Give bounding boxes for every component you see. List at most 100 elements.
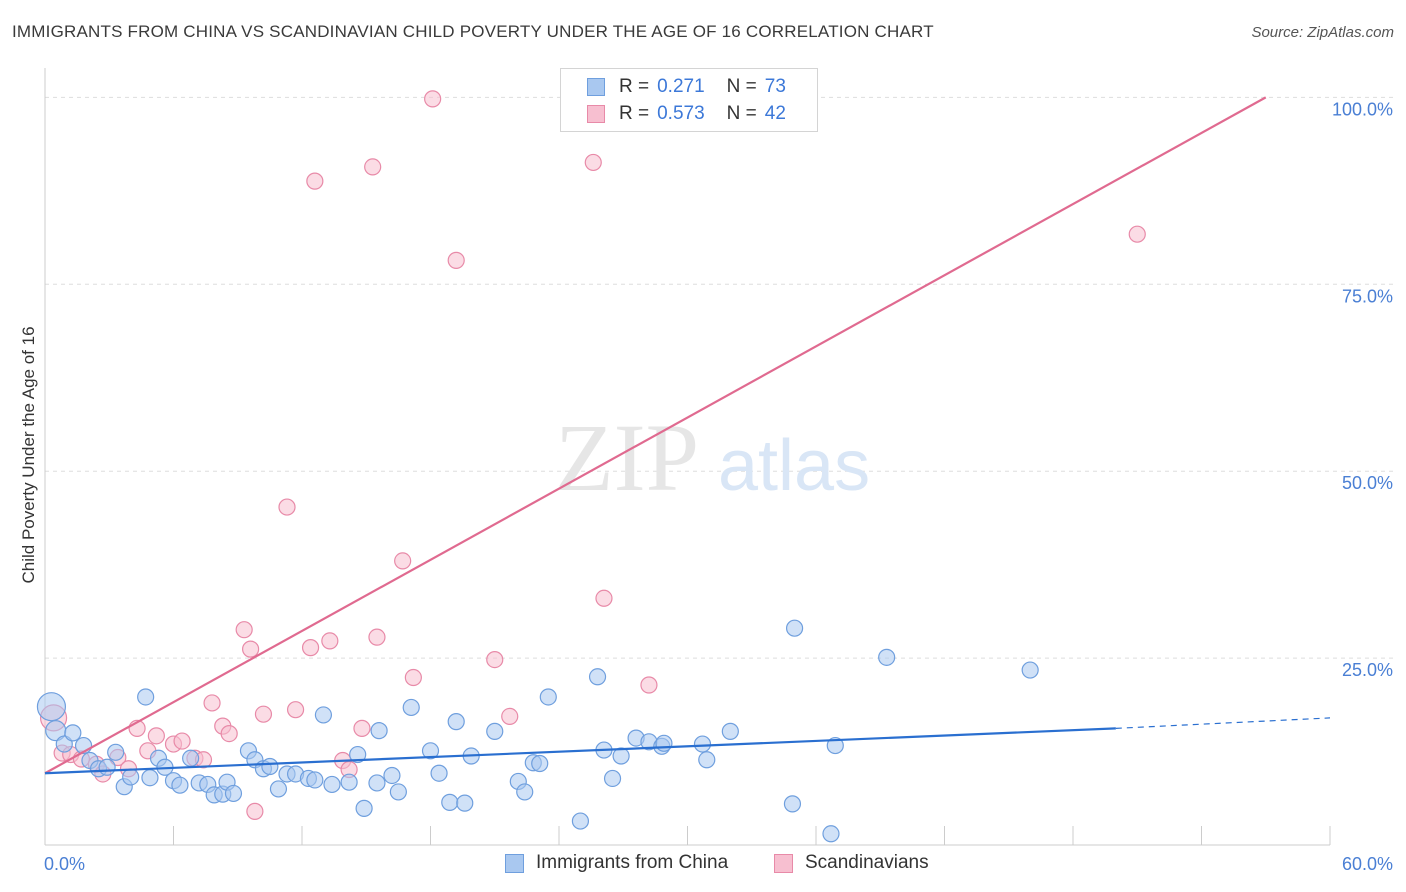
china-trend-line — [44, 727, 1116, 775]
china-point — [141, 769, 159, 787]
china-point — [785, 619, 804, 637]
scandinavian-point — [368, 628, 386, 646]
legend-swatch-scandinavians — [587, 105, 605, 123]
china-point — [171, 776, 189, 794]
y-tick-label: 75.0% — [1342, 286, 1393, 306]
legend-r-value-china: 0.271 — [657, 76, 705, 97]
china-point — [721, 722, 739, 740]
china-point — [1021, 661, 1039, 679]
china-point — [783, 795, 802, 813]
china-point — [612, 747, 630, 765]
china-point — [588, 668, 607, 686]
china-point — [355, 799, 373, 817]
chart-source: Source: ZipAtlas.com — [1251, 24, 1394, 41]
scandinavian-point — [486, 650, 504, 669]
bottom-legend-scandinavians: Scandinavians — [774, 852, 929, 874]
china-point — [137, 688, 155, 706]
china-trend-extension — [1115, 717, 1331, 729]
china-point — [122, 768, 140, 786]
scandinavian-point — [404, 668, 422, 687]
china-point — [306, 771, 324, 789]
scandinavian-point — [584, 153, 602, 172]
china-point — [383, 766, 401, 785]
x-tick-label-min: 0.0% — [44, 854, 85, 874]
trend-lines — [44, 96, 1331, 775]
scandinavian-point — [353, 719, 371, 737]
china-point — [516, 783, 534, 801]
legend-n-label: N = — [726, 103, 757, 124]
china-point — [261, 757, 279, 776]
legend-swatch-china — [587, 78, 605, 96]
china-point — [98, 758, 116, 776]
scandinavian-point — [364, 158, 382, 176]
scandinavian-point — [321, 632, 339, 650]
data-points — [36, 90, 1146, 843]
bottom-legend-swatch-scandinavians — [774, 853, 793, 873]
bottom-legend-china: Immigrants from China — [505, 852, 728, 874]
china-point — [402, 698, 420, 717]
scandinavian-point — [306, 172, 324, 190]
scandinavian-point — [254, 705, 273, 723]
china-point — [531, 754, 549, 773]
legend-r-value-scandinavians: 0.573 — [657, 103, 705, 124]
scandinavian-point — [501, 707, 519, 726]
chart-title: IMMIGRANTS FROM CHINA VS SCANDINAVIAN CH… — [12, 22, 934, 41]
legend-r-label: R = — [619, 103, 650, 124]
china-point — [486, 722, 504, 740]
china-point — [693, 735, 712, 753]
scandinavian-point — [246, 802, 264, 820]
china-point — [389, 783, 407, 801]
china-point — [878, 648, 896, 666]
china-point — [539, 688, 557, 706]
china-point — [314, 706, 333, 724]
legend-n-label: N = — [726, 76, 757, 97]
y-tick-label: 100.0% — [1332, 99, 1393, 119]
y-tick-label: 25.0% — [1342, 660, 1393, 680]
bottom-legend-label-china: Immigrants from China — [536, 852, 729, 873]
legend-n-value-china: 73 — [764, 76, 786, 97]
scandinavian-point — [394, 552, 412, 570]
china-point — [64, 724, 82, 742]
china-point — [430, 764, 448, 782]
china-point — [822, 825, 840, 843]
china-point — [368, 774, 386, 792]
china-point — [340, 773, 358, 791]
china-point — [603, 769, 622, 788]
scandinavian-point — [424, 90, 442, 108]
china-point — [655, 734, 673, 752]
scandinavian-point — [301, 639, 320, 657]
scandinavian-point — [1128, 225, 1146, 243]
scandinavian-point — [640, 676, 658, 694]
y-tick-label: 50.0% — [1342, 473, 1393, 493]
watermark-zip: ZIP — [555, 404, 699, 511]
china-point — [349, 745, 367, 764]
china-point — [323, 775, 341, 794]
grid-lines — [45, 96, 1395, 659]
legend-row-china: R = 0.271 N = 73 — [587, 75, 786, 99]
scandinavian-point — [173, 732, 191, 750]
scandinavian-point — [278, 498, 296, 516]
scandinavian-point — [203, 694, 221, 712]
scandinavian-point — [242, 640, 260, 658]
china-point — [36, 692, 67, 722]
scandinavian-point — [220, 725, 238, 743]
scandinavian-point — [595, 589, 613, 607]
scandinavian-point — [235, 621, 253, 639]
legend-row-scandinavians: R = 0.573 N = 42 — [587, 102, 786, 126]
scandinavian-point — [286, 701, 305, 719]
china-point — [107, 743, 125, 761]
y-tick-labels: 25.0% 50.0% 75.0% 100.0% — [1332, 99, 1393, 680]
bottom-legend-swatch-china — [505, 853, 524, 873]
scandinavian-trend-line — [44, 96, 1267, 775]
scandinavian-point — [447, 251, 465, 269]
china-point — [826, 736, 844, 755]
china-point — [456, 794, 474, 812]
scandinavian-point — [147, 727, 165, 745]
china-point — [421, 742, 440, 760]
legend-n-value-scandinavians: 42 — [764, 103, 786, 124]
china-point — [571, 812, 590, 830]
watermark-atlas: atlas — [718, 426, 870, 506]
stats-legend: R = 0.271 N = 73 R = 0.573 N = 42 — [560, 68, 818, 132]
y-axis-title: Child Poverty Under the Age of 16 — [19, 326, 38, 583]
